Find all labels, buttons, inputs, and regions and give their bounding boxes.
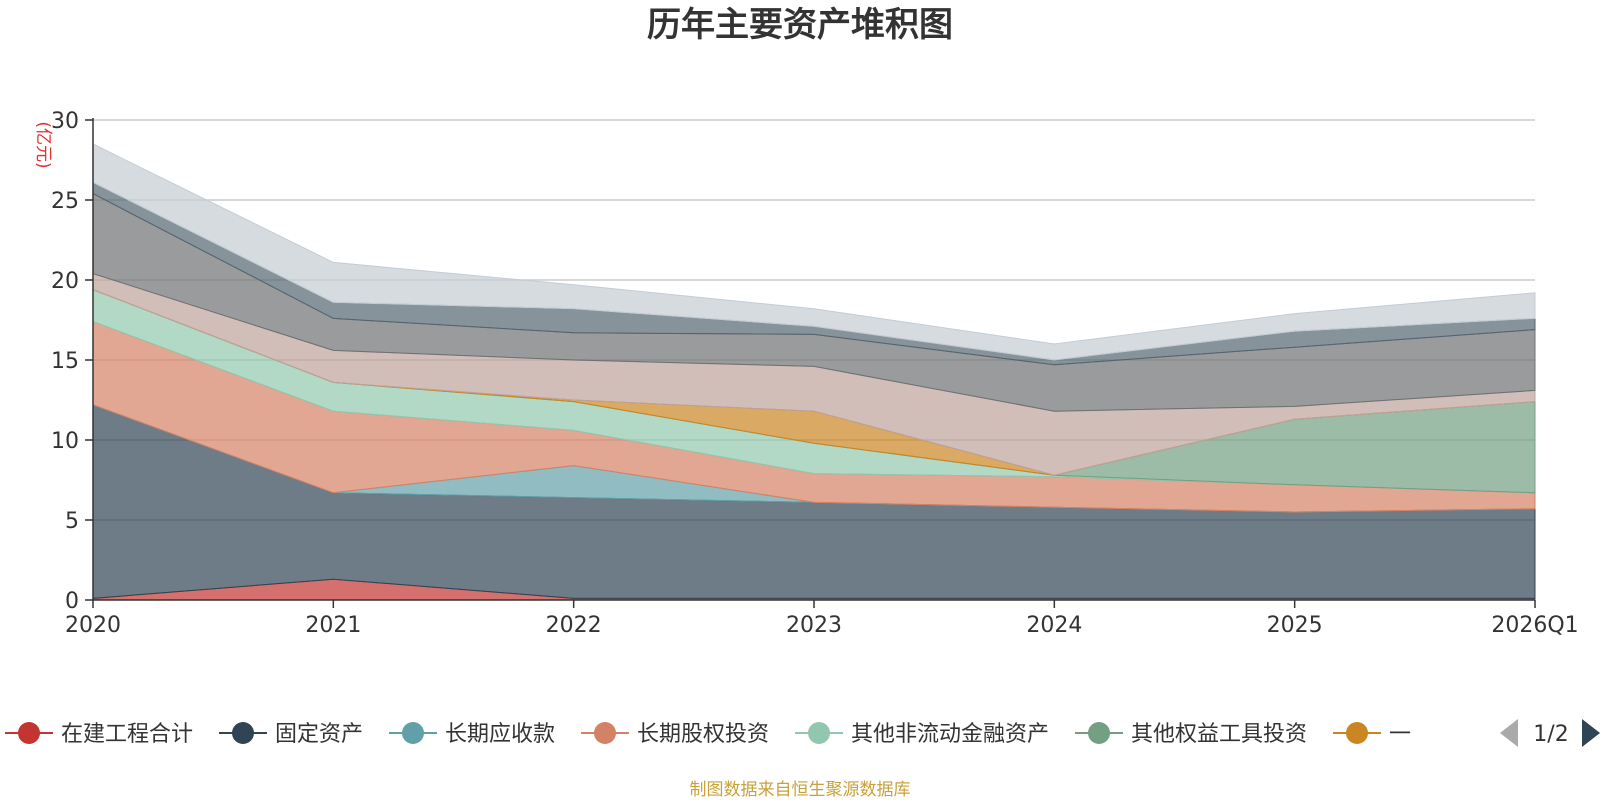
x-tick-label: 2023 xyxy=(786,613,842,638)
legend-item[interactable]: 其他权益工具投资 xyxy=(1075,722,1307,747)
x-tick-label: 2024 xyxy=(1026,613,1082,638)
legend-item[interactable]: 在建工程合计 xyxy=(5,722,193,747)
legend-label: 长期应收款 xyxy=(445,722,555,747)
legend-marker-icon xyxy=(594,722,616,744)
legend-marker-icon xyxy=(1088,722,1110,744)
y-tick-label: 15 xyxy=(51,349,79,374)
legend-prev-icon[interactable] xyxy=(1500,719,1518,747)
y-tick-label: 5 xyxy=(65,509,79,534)
legend-label: 其他权益工具投资 xyxy=(1131,722,1307,747)
x-axis-ticks: 2020 2021 2022 2023 2024 2025 2026Q1 xyxy=(65,600,1579,638)
legend-label: 长期股权投资 xyxy=(637,722,769,747)
legend-label: 在建工程合计 xyxy=(61,722,193,747)
legend-item[interactable]: 一 xyxy=(1333,722,1411,747)
legend-next-icon[interactable] xyxy=(1582,719,1600,747)
legend-item[interactable]: 长期应收款 xyxy=(389,722,555,747)
legend-label: 一 xyxy=(1389,722,1411,747)
legend-marker-icon xyxy=(232,722,254,744)
x-tick-label: 2026Q1 xyxy=(1491,613,1578,638)
legend-pager: 1/2 xyxy=(1500,719,1600,747)
y-tick-label: 0 xyxy=(65,589,79,614)
legend: 在建工程合计 固定资产 长期应收款 长期股权投资 其他非流动金融资产 其他权益工具投资 一 xyxy=(5,722,1411,747)
stacked-areas xyxy=(92,143,1536,601)
legend-marker-icon xyxy=(402,722,424,744)
x-tick-label: 2025 xyxy=(1267,613,1323,638)
y-tick-label: 20 xyxy=(51,269,79,294)
legend-item[interactable]: 长期股权投资 xyxy=(581,722,769,747)
legend-label: 固定资产 xyxy=(275,722,363,747)
area-series-11[interactable] xyxy=(92,143,1536,361)
x-tick-label: 2022 xyxy=(546,613,602,638)
legend-item[interactable]: 其他非流动金融资产 xyxy=(795,722,1049,747)
x-tick-label: 2021 xyxy=(305,613,361,638)
y-axis-ticks: 0 5 10 15 20 25 30 xyxy=(51,109,93,614)
chart-title: 历年主要资产堆积图 xyxy=(647,5,953,45)
y-tick-label: 25 xyxy=(51,189,79,214)
y-tick-label: 10 xyxy=(51,429,79,454)
legend-page-indicator: 1/2 xyxy=(1533,722,1568,747)
legend-marker-icon xyxy=(18,722,40,744)
x-tick-label: 2020 xyxy=(65,613,121,638)
legend-marker-icon xyxy=(1346,722,1368,744)
y-axis-unit: (亿元) xyxy=(33,121,53,168)
legend-marker-icon xyxy=(808,722,830,744)
source-note: 制图数据来自恒生聚源数据库 xyxy=(690,780,911,800)
y-tick-label: 30 xyxy=(51,109,79,134)
legend-item[interactable]: 固定资产 xyxy=(219,722,363,747)
legend-label: 其他非流动金融资产 xyxy=(851,722,1049,747)
